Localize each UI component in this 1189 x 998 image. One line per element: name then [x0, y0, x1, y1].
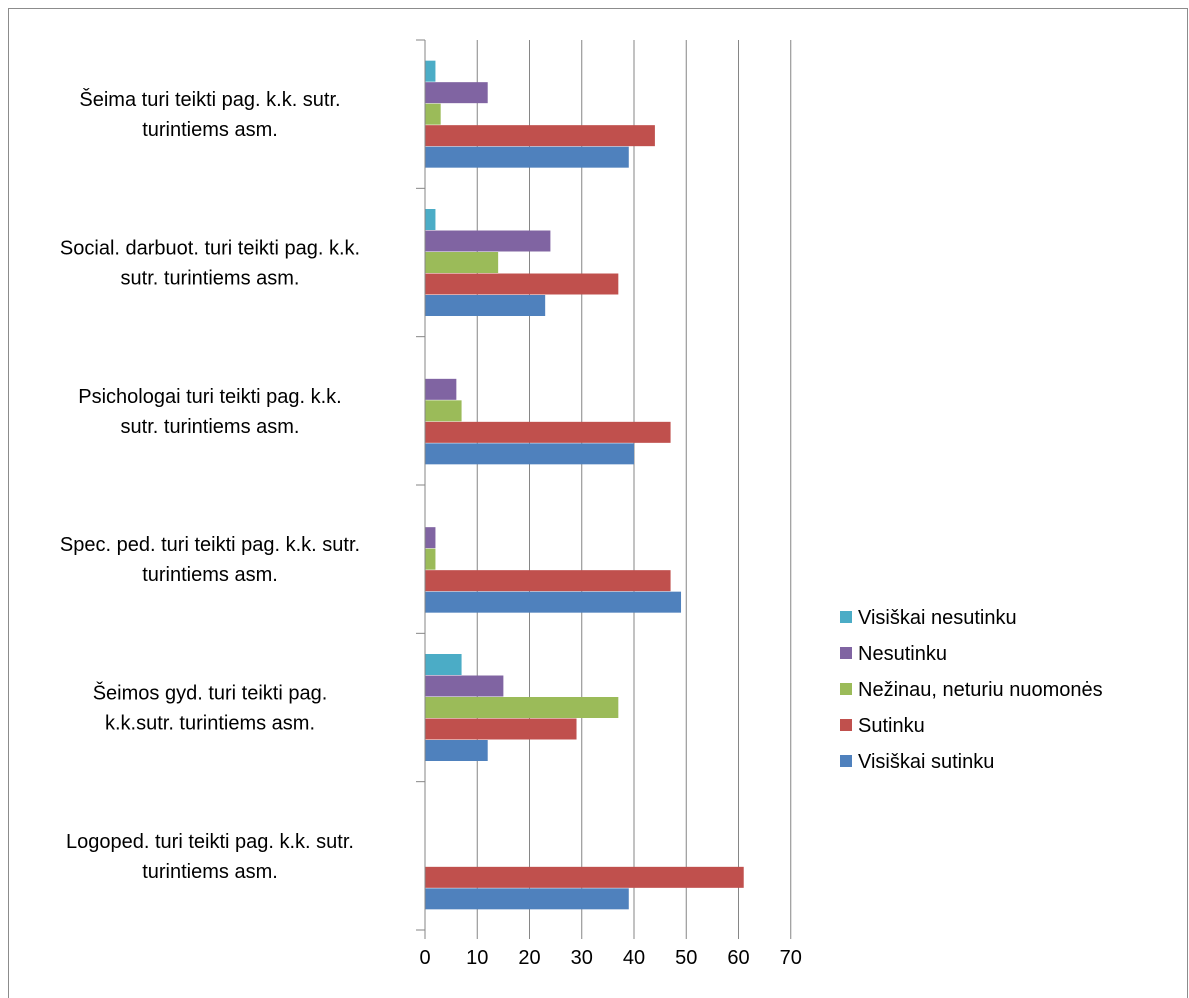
gridlines [476, 40, 792, 930]
category-label-2: Psichologai turi teikti pag. k.k. sutr. t… [78, 386, 341, 438]
x-tick-label-70: 70 [780, 947, 802, 969]
category-label-4: Šeimos gyd. turi teikti pag. k.k.sutr. tu… [93, 682, 328, 735]
category-label-5: Logoped. turi teikti pag. k.k. sutr. turi… [66, 831, 354, 883]
legend-swatch-4 [840, 755, 852, 767]
category-label-1: Social. darbuot. turi teikti pag. k.k. su… [60, 238, 360, 290]
bar-cat3-series3 [425, 570, 671, 592]
x-tick-label-60: 60 [727, 947, 749, 969]
category-label-1-line-1: sutr. turintiems asm. [121, 268, 300, 290]
bar-cat1-series2 [425, 252, 499, 273]
category-label-4-line-0: Šeimos gyd. turi teikti pag. [93, 682, 328, 705]
legend-swatch-2 [840, 683, 852, 695]
legend-label-3: Sutinku [858, 715, 925, 737]
bar-cat0-series0 [425, 60, 436, 82]
bar-cat0-series2 [425, 103, 441, 125]
legend-swatch-3 [840, 719, 852, 731]
category-label-4-line-1: k.k.sutr. turintiems asm. [105, 713, 315, 735]
category-label-1-line-0: Social. darbuot. turi teikti pag. k.k. [60, 238, 360, 260]
bar-cat1-series3 [425, 273, 619, 295]
category-label-2-line-0: Psichologai turi teikti pag. k.k. [78, 386, 341, 408]
category-labels: Šeima turi teikti pag. k.k. sutr. turinti… [60, 88, 360, 883]
x-tick-label-0: 0 [419, 947, 430, 969]
legend-swatch-0 [840, 611, 852, 623]
x-tick-label-40: 40 [623, 947, 645, 969]
legend-label-4: Visiškai sutinku [858, 751, 994, 773]
category-label-5-line-0: Logoped. turi teikti pag. k.k. sutr. [66, 831, 354, 853]
bar-cat1-series1 [425, 230, 551, 252]
x-tick-label-50: 50 [675, 947, 697, 969]
category-label-2-line-1: sutr. turintiems asm. [121, 416, 300, 438]
bar-cat4-series3 [425, 718, 577, 740]
category-label-3-line-0: Spec. ped. turi teikti pag. k.k. sutr. [60, 534, 360, 556]
bars [425, 60, 744, 910]
bar-cat0-series4 [425, 146, 629, 168]
x-tick-label-10: 10 [466, 947, 488, 969]
bar-cat4-series2 [425, 697, 619, 718]
x-tick-label-30: 30 [571, 947, 593, 969]
legend: Visiškai nesutinku Nesutinku Nežinau, netu… [840, 607, 1103, 773]
bar-cat3-series2 [425, 548, 436, 570]
x-tick-labels: 0 10 20 30 40 50 60 70 [419, 947, 801, 969]
category-label-0: Šeima turi teikti pag. k.k. sutr. turinti… [79, 88, 340, 141]
legend-label-1: Nesutinku [858, 643, 947, 665]
category-label-5-line-1: turintiems asm. [142, 861, 278, 883]
bar-cat3-series1 [425, 527, 436, 549]
x-tick-label-20: 20 [518, 947, 540, 969]
bar-cat2-series1 [425, 378, 457, 400]
bar-cat5-series4 [425, 888, 629, 910]
bar-cat1-series4 [425, 295, 546, 316]
legend-label-2: Nežinau, neturiu nuomonės [858, 679, 1103, 701]
axes [416, 39, 792, 939]
bar-cat0-series1 [425, 82, 488, 104]
bar-cat2-series4 [425, 443, 634, 465]
bar-cat3-series4 [425, 591, 682, 613]
bar-cat1-series0 [425, 209, 436, 230]
category-label-0-line-0: Šeima turi teikti pag. k.k. sutr. [79, 88, 340, 111]
bar-cat2-series3 [425, 421, 671, 443]
category-label-0-line-1: turintiems asm. [142, 119, 278, 141]
legend-label-0: Visiškai nesutinku [858, 607, 1017, 629]
bar-cat4-series1 [425, 675, 504, 697]
bar-cat4-series0 [425, 654, 462, 675]
bar-cat5-series3 [425, 866, 744, 888]
chart-frame [8, 8, 1188, 998]
category-label-3-line-1: turintiems asm. [142, 564, 278, 586]
bar-cat4-series4 [425, 740, 488, 761]
bar-cat2-series2 [425, 400, 462, 422]
legend-swatch-1 [840, 647, 852, 659]
category-label-3: Spec. ped. turi teikti pag. k.k. sutr. tu… [60, 534, 360, 586]
bar-cat0-series3 [425, 125, 655, 147]
